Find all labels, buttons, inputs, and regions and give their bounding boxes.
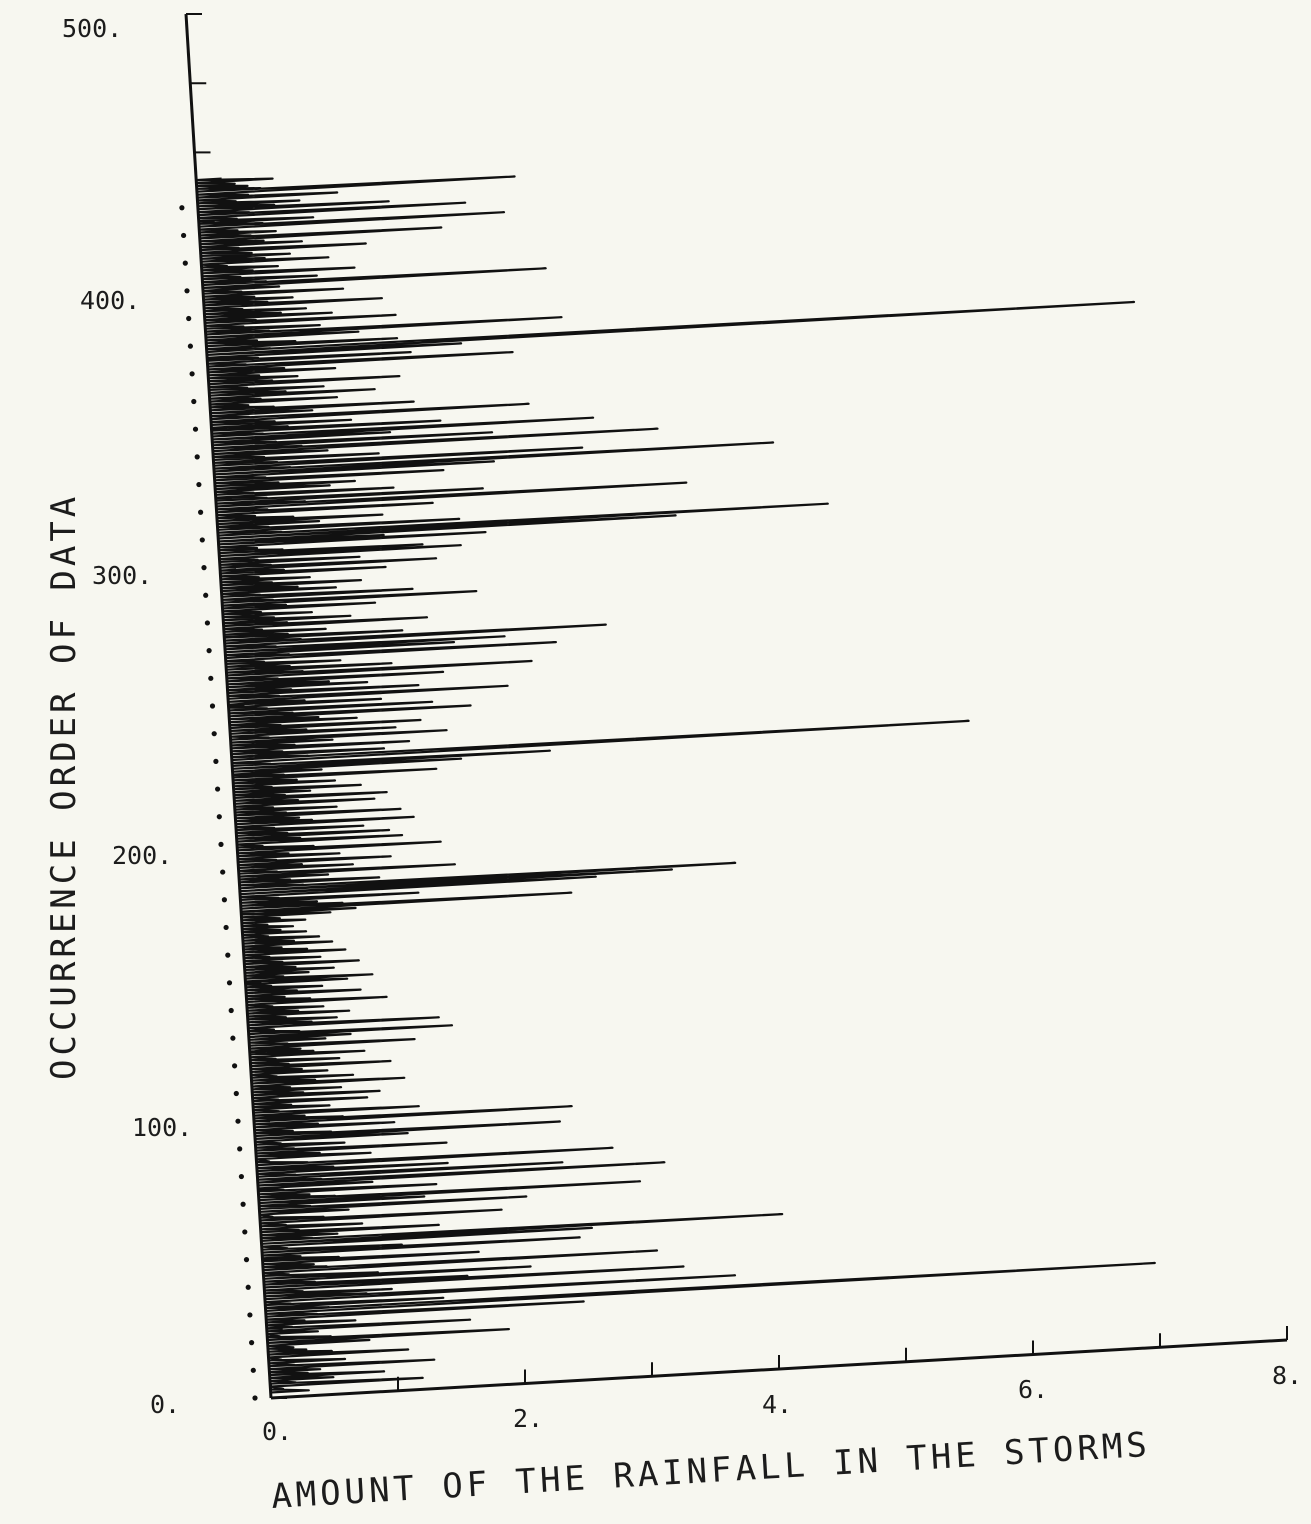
y-axis-dot [226, 980, 233, 986]
plot-area [195, 175, 1156, 1394]
y-tick-label: 0. [150, 1390, 180, 1419]
y-axis-dot [215, 786, 221, 792]
y-axis-dot [187, 343, 193, 349]
y-axis-dot [237, 1146, 243, 1152]
y-axis-dot [191, 398, 197, 405]
y-axis-dot [184, 288, 190, 294]
y-axis-dot [182, 260, 188, 266]
y-axis-dot [206, 648, 212, 654]
x-tick-labels: 0. 2. 4. 6. 8. [262, 1361, 1302, 1446]
y-axis-dot [186, 315, 192, 322]
y-axis-dot [245, 1284, 251, 1290]
y-axis-dot [240, 1201, 246, 1207]
y-axis-dot [213, 758, 219, 764]
y-axis-dot [249, 1340, 255, 1346]
y-axis-dot [218, 841, 224, 848]
y-axis-dot [189, 371, 195, 377]
y-axis-dot [179, 205, 185, 211]
y-axis-dot [192, 426, 199, 432]
y-axis-dot [235, 1118, 241, 1124]
y-axis-dot [238, 1173, 244, 1180]
y-axis-dot [225, 952, 231, 958]
x-tick-label: 0. [262, 1417, 292, 1446]
y-tick-label: 300. [92, 561, 152, 590]
y-axis-dot [181, 232, 187, 239]
y-axis-dot [201, 565, 207, 571]
y-axis-dot [252, 1395, 258, 1401]
y-tick-labels: 0. 100. 200. 300. 400. 500. [62, 14, 192, 1419]
y-tick-label: 100. [132, 1113, 192, 1142]
x-tick-label: 8. [1272, 1361, 1302, 1390]
y-axis-dot [196, 481, 202, 488]
y-tick-label: 400. [80, 286, 140, 315]
y-axis-dot [194, 454, 200, 460]
y-axis-dot [242, 1229, 248, 1235]
y-axis-dot [221, 897, 227, 903]
x-tick-label: 4. [762, 1390, 792, 1419]
y-tick-label: 500. [62, 14, 122, 43]
y-axis-dot [228, 1007, 234, 1014]
y-axis-dot [216, 814, 222, 820]
y-axis-dot [203, 592, 209, 598]
series-line [195, 175, 1156, 1394]
y-axis-dot [209, 703, 216, 709]
y-axis-dot [198, 509, 204, 515]
y-axis-dot [230, 1035, 236, 1041]
x-tick-label: 2. [513, 1404, 543, 1433]
y-axis-dot [250, 1367, 256, 1373]
y-axis-dot [233, 1090, 239, 1097]
y-axis-dot [232, 1063, 238, 1069]
y-axis-dot [247, 1312, 253, 1318]
y-axis-dot [204, 620, 210, 626]
y-axis-dot [243, 1257, 250, 1263]
y-axis-dot [223, 924, 229, 931]
x-minor-ticks [270, 1326, 1288, 1398]
y-tick-label: 200. [112, 841, 172, 870]
y-axis-dot [208, 675, 214, 681]
y-axis-dot [199, 537, 205, 543]
x-tick-label: 6. [1018, 1375, 1048, 1404]
y-axis-dot [211, 731, 217, 737]
y-minor-ticks [179, 13, 287, 1401]
y-axis-title: OCCURRENCE ORDER OF DATA [44, 493, 84, 1080]
y-axis-dot [220, 869, 226, 875]
x-axis-title: AMOUNT OF THE RAINFALL IN THE STORMS [270, 1425, 1152, 1517]
